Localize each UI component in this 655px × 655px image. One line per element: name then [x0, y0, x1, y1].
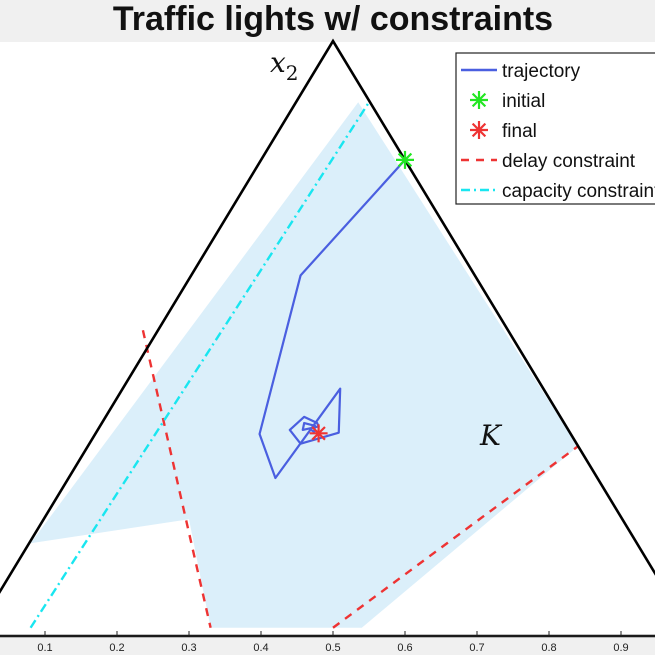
x-tick-label: 0.1	[37, 642, 52, 654]
feasible-region-k	[30, 102, 578, 628]
legend-item-trajectory: trajectory	[461, 61, 581, 82]
legend-box	[455, 52, 655, 205]
delay-constraint-line-1	[141, 330, 212, 629]
legend-item-capacity-constraint: capacity constraint	[461, 181, 655, 202]
legend: trajectory initial final delay constraint ca…	[455, 52, 655, 205]
trajectory-line	[258, 159, 406, 480]
legend-item-final: final	[470, 121, 537, 142]
legend-item-delay-constraint: delay constraint	[461, 151, 636, 172]
legend-label: capacity constraint	[502, 181, 655, 202]
region-label-k: K	[479, 419, 503, 452]
x-tick-label: 0.7	[469, 642, 484, 654]
x-tick-label: 0.8	[541, 642, 556, 654]
initial-marker	[396, 150, 414, 169]
x-tick-label: 0.9	[613, 642, 628, 654]
x-tick-label: 0.4	[253, 642, 268, 654]
x-tick-label: 0.3	[181, 642, 196, 654]
final-marker	[309, 424, 328, 443]
legend-label: delay constraint	[502, 151, 636, 172]
x-tick-label: 0.2	[109, 642, 124, 654]
legend-label: initial	[502, 91, 545, 112]
legend-label: final	[502, 121, 537, 142]
legend-label: trajectory	[502, 61, 581, 82]
x-tick-label: 0.6	[397, 642, 412, 654]
capacity-constraint-line	[29, 101, 371, 629]
legend-item-initial: initial	[470, 91, 545, 112]
delay-constraint-line-2	[332, 445, 579, 629]
vertex-label-x2: x2	[270, 46, 299, 85]
x-tick-label: 0.5	[325, 642, 340, 654]
chart-title: Traffic lights w/ constraints	[113, 0, 553, 38]
